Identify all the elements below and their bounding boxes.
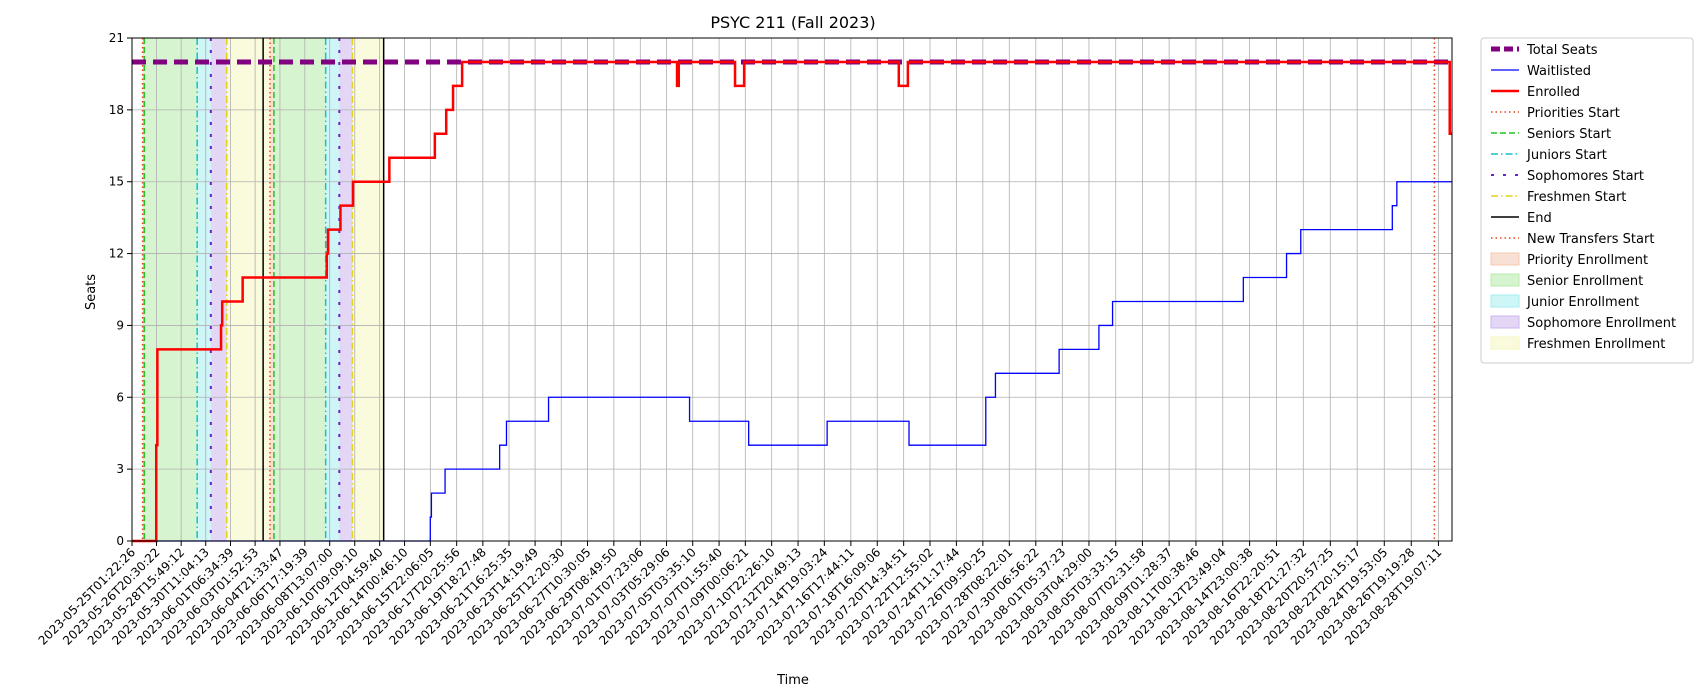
y-tick-label: 6 xyxy=(116,390,124,404)
legend-label: Sophomores Start xyxy=(1527,169,1644,184)
phase-band-3 xyxy=(210,38,227,541)
legend-label: Total Seats xyxy=(1526,43,1598,58)
legend-swatch xyxy=(1490,315,1520,329)
x-axis-label: Time xyxy=(776,673,809,688)
legend-label: Freshmen Enrollment xyxy=(1527,337,1665,352)
legend-label: Juniors Start xyxy=(1526,148,1607,163)
legend: Total Seats Waitlisted Enrolled Priorities … xyxy=(1480,37,1694,364)
y-tick-label: 18 xyxy=(109,103,124,117)
y-axis-label: Seats xyxy=(84,274,99,310)
phase-band-1 xyxy=(144,38,198,541)
y-tick-label: 3 xyxy=(116,462,124,476)
legend-swatch xyxy=(1490,273,1520,287)
phase-band-8 xyxy=(339,38,353,541)
y-tick-label: 15 xyxy=(109,175,124,189)
legend-label: Senior Enrollment xyxy=(1527,274,1643,289)
legend-label: Enrolled xyxy=(1527,85,1580,100)
series-enrolled xyxy=(132,60,1452,543)
phase-band-5 xyxy=(269,38,274,541)
legend-label: Seniors Start xyxy=(1527,127,1611,142)
legend-frame xyxy=(1480,37,1694,364)
legend-swatch xyxy=(1490,294,1520,308)
legend-label: End xyxy=(1527,211,1552,226)
legend-label: Priorities Start xyxy=(1527,106,1620,121)
legend-label: Waitlisted xyxy=(1527,64,1591,79)
y-tick-label: 0 xyxy=(116,534,124,548)
phase-band-6 xyxy=(273,38,326,541)
phase-band-9 xyxy=(352,38,384,541)
phase-band-7 xyxy=(325,38,340,541)
phase-band-2 xyxy=(197,38,211,541)
plot-area: 0369121518212023-05-25T01:22:262023-05-2… xyxy=(36,31,1453,648)
legend-label: Freshmen Start xyxy=(1527,190,1626,205)
y-tick-label: 21 xyxy=(109,31,124,45)
chart-title: PSYC 211 (Fall 2023) xyxy=(710,13,875,32)
y-tick-label: 9 xyxy=(116,318,124,332)
legend-label: New Transfers Start xyxy=(1527,232,1654,247)
plot-frame xyxy=(131,37,1453,542)
legend-swatch xyxy=(1490,336,1520,350)
legend-label: Sophomore Enrollment xyxy=(1527,316,1676,331)
phase-band-0 xyxy=(142,38,145,541)
legend-label: Priority Enrollment xyxy=(1527,253,1648,268)
y-tick-label: 12 xyxy=(109,247,124,261)
legend-label: Junior Enrollment xyxy=(1526,295,1639,310)
legend-swatch xyxy=(1490,252,1520,266)
series-waitlisted xyxy=(132,181,1452,542)
